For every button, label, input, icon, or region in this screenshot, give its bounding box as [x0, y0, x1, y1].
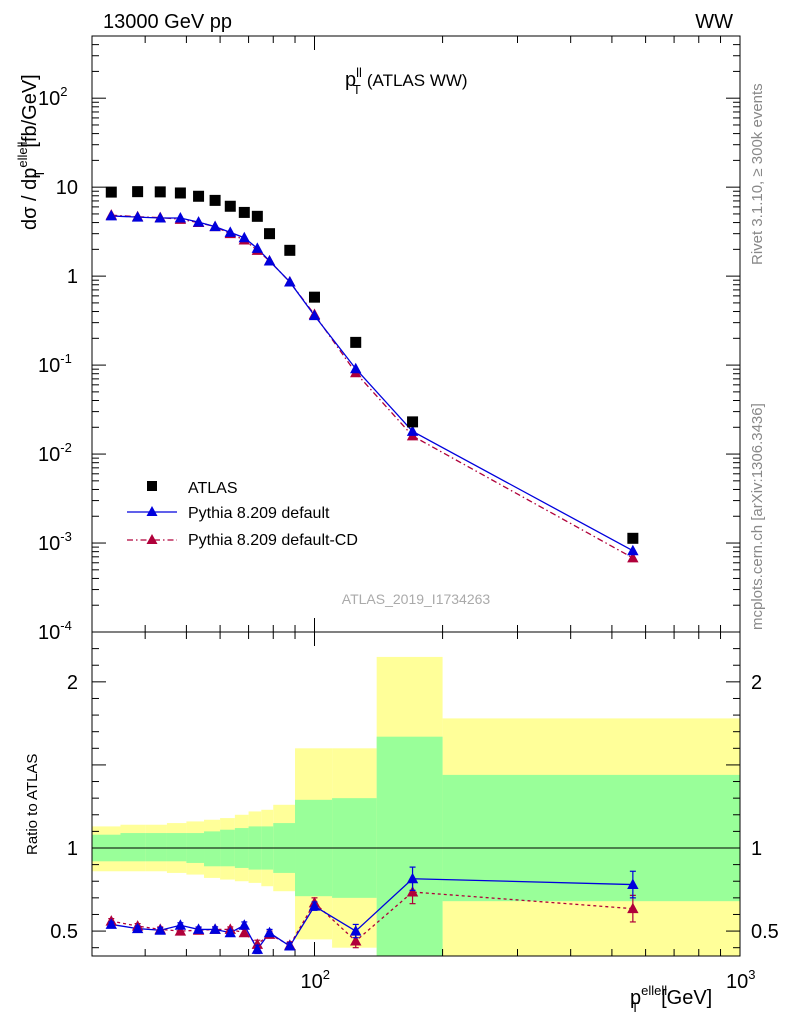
y-axis-label-main: dσ / dpellellT[fb/GeV] — [15, 74, 47, 230]
point-atlas — [224, 200, 236, 212]
ratio-point-default — [251, 943, 264, 954]
header-process: WW — [695, 11, 733, 33]
y-tick-label-ratio-right: 1 — [751, 838, 762, 860]
y-tick-label-ratio-left: 1 — [67, 838, 78, 860]
legend-marker-cd — [146, 534, 158, 544]
ratio-point-default — [131, 922, 144, 934]
mcplots-reference: mcplots.cern.ch [arXiv:1306.3436] — [749, 403, 766, 630]
legend-label-atlas: ATLAS — [188, 480, 238, 497]
point-atlas — [284, 244, 296, 256]
point-default — [284, 275, 296, 287]
point-default — [174, 212, 187, 223]
point-default — [350, 362, 362, 374]
plot-title: pll T (ATLAS WW) — [345, 65, 468, 97]
series-line-default — [111, 215, 634, 552]
point-atlas — [132, 186, 144, 198]
ratio-point-default — [308, 900, 321, 911]
x-axis-label: pellell T [GeV] — [630, 983, 712, 1015]
point-default — [131, 211, 144, 222]
y-tick-label-main: 10-2 — [38, 440, 72, 466]
point-default — [209, 220, 221, 232]
uncertainty-bands — [92, 656, 740, 956]
ratio-point-default — [263, 926, 276, 938]
ratio-point-default-cd — [406, 886, 419, 897]
band-green — [204, 831, 221, 867]
point-default — [238, 231, 251, 243]
ratio-point-default — [105, 918, 117, 929]
y-tick-label-ratio-left: 0.5 — [50, 921, 78, 943]
point-default — [308, 309, 321, 321]
y-tick-label-main: 102 — [38, 84, 67, 110]
band-green — [145, 833, 167, 862]
header-energy: 13000 GeV pp — [103, 11, 232, 33]
axis-ticks: 102 103 10-4 10-3 10-2 10-1 1 10 102 0.5 0.5 1 1 2 2 — [38, 35, 779, 993]
legend-marker-default — [146, 506, 158, 516]
point-atlas — [238, 206, 250, 218]
point-default — [251, 242, 264, 253]
y-tick-label-ratio-right: 0.5 — [751, 921, 779, 943]
legend: ATLAS Pythia 8.209 default Pythia 8.209 … — [127, 480, 358, 549]
ratio-frame — [91, 631, 741, 957]
ratio-point-default — [284, 940, 296, 951]
rivet-version: Rivet 3.1.10, ≥ 300k events — [749, 83, 766, 265]
point-atlas — [193, 190, 205, 202]
ratio-point-default — [224, 926, 236, 938]
x-tick-label: 102 — [300, 967, 329, 993]
ratio-point-default — [209, 923, 221, 934]
ratio-point-default — [350, 925, 362, 936]
ratio-point-default — [174, 919, 187, 930]
point-atlas — [105, 186, 117, 198]
y-tick-label-main: 10-4 — [38, 618, 72, 644]
point-atlas — [308, 291, 320, 303]
point-atlas — [209, 194, 221, 206]
ratio-point-default-cd — [238, 926, 251, 938]
y-tick-label-ratio-right: 2 — [751, 672, 762, 694]
band-green — [120, 833, 146, 862]
ratio-point-default — [192, 923, 205, 934]
band-green — [376, 736, 443, 956]
y-tick-label-main: 10 — [56, 177, 78, 199]
point-atlas — [174, 187, 186, 199]
y-tick-label-main: 10-1 — [38, 351, 72, 377]
point-default — [224, 226, 236, 237]
point-default-cd — [627, 551, 639, 563]
point-default — [406, 425, 419, 436]
point-default — [192, 216, 205, 227]
y-tick-label-main: 10-3 — [38, 529, 72, 555]
point-atlas — [251, 210, 263, 222]
ratio-panel — [92, 847, 740, 955]
ratio-point-default — [627, 878, 639, 890]
legend-label-default: Pythia 8.209 default — [188, 505, 330, 522]
analysis-reference: ATLAS_2019_I1734263 — [342, 591, 491, 607]
point-default — [154, 212, 166, 223]
main-panel — [105, 186, 639, 563]
legend-marker-atlas — [147, 481, 157, 491]
ratio-point-default — [406, 872, 419, 884]
point-default — [263, 254, 276, 266]
point-atlas — [407, 416, 419, 428]
point-atlas — [350, 336, 362, 348]
band-green — [166, 833, 187, 862]
y-axis-label-ratio: Ratio to ATLAS — [24, 754, 41, 855]
band-green — [442, 774, 740, 902]
ratio-point-default-cd — [174, 925, 187, 936]
ratio-point-default — [154, 924, 166, 935]
ratio-point-default — [238, 919, 251, 930]
ratio-point-default-cd — [350, 935, 362, 946]
ratio-point-default-cd — [627, 902, 639, 914]
y-tick-label-main: 1 — [67, 266, 78, 288]
point-atlas — [154, 186, 166, 198]
point-default — [627, 544, 639, 556]
point-atlas — [627, 532, 639, 544]
point-atlas — [264, 228, 276, 240]
point-default — [105, 209, 117, 221]
legend-label-cd: Pythia 8.209 default-CD — [188, 532, 358, 549]
x-tick-label: 103 — [726, 967, 755, 993]
y-tick-label-ratio-left: 2 — [67, 672, 78, 694]
